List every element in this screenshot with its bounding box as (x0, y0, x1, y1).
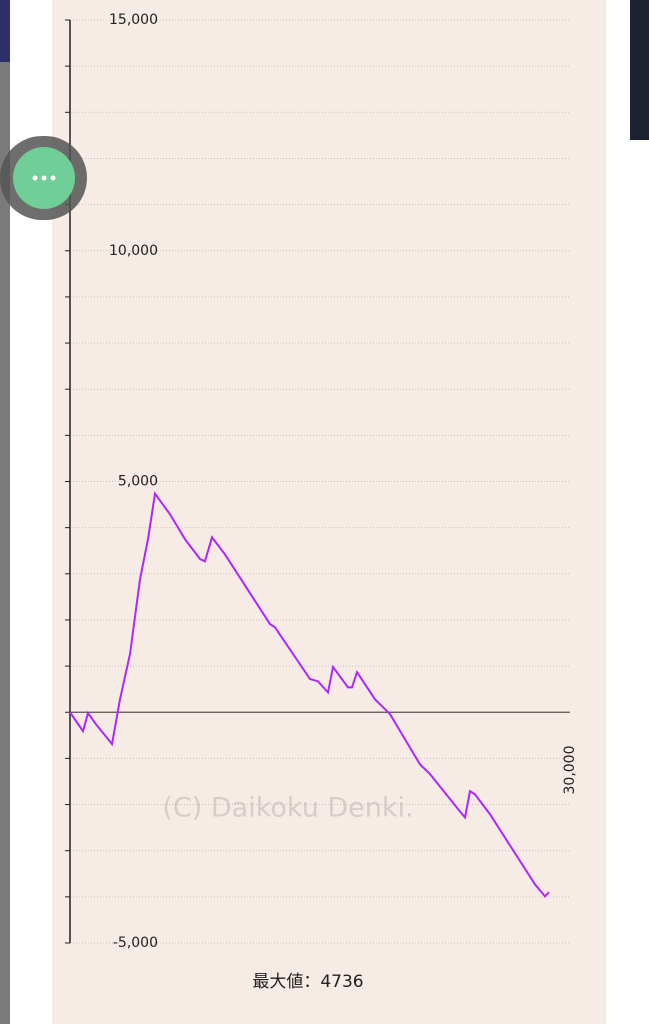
chart-background (52, 0, 606, 1024)
y-tick-label: -5,000 (113, 935, 158, 951)
max-annotation: 最大値：4736 (252, 972, 363, 992)
y-tick-label: 15,000 (109, 12, 158, 28)
floating-button[interactable] (0, 136, 87, 220)
right-strip (630, 0, 649, 140)
side-strip (0, 0, 10, 1024)
side-strip-top (0, 0, 10, 62)
button-dot (41, 175, 47, 181)
plot: -5,000 5,000 10,000 15,000 30,000 (65, 12, 578, 951)
series-line (69, 491, 550, 898)
y-tick-label: 5,000 (118, 474, 158, 490)
x-tick-label: 30,000 (562, 746, 578, 795)
button-dot (50, 175, 56, 181)
button-dot (32, 175, 38, 181)
watermark: (C) Daikoku Denki. (162, 793, 413, 824)
y-tick-label: 10,000 (109, 243, 158, 259)
